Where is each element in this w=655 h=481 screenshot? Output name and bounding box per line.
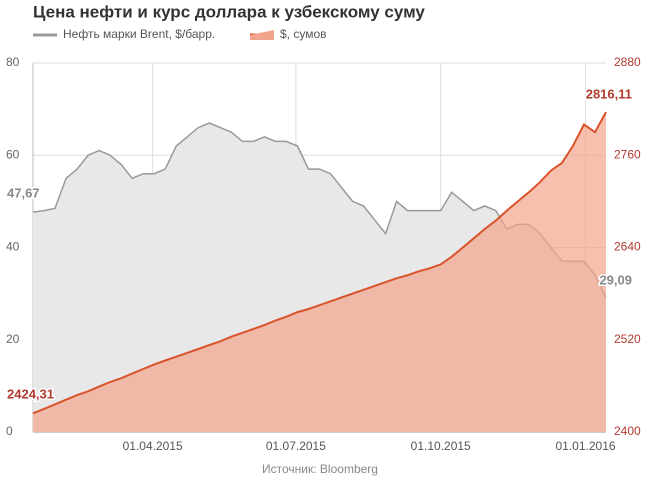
y-tick-label: 20 xyxy=(6,332,20,346)
legend-label: $, сумов xyxy=(280,27,327,41)
area xyxy=(33,112,606,432)
y2-tick-label: 2760 xyxy=(614,147,641,161)
value-label: 2424,31 xyxy=(7,387,54,402)
legend-swatch xyxy=(250,30,274,40)
y-tick-label: 0 xyxy=(6,424,13,438)
y-tick-label: 40 xyxy=(6,240,20,254)
y-tick-label: 80 xyxy=(6,55,20,69)
value-label: 47,67 xyxy=(7,186,40,201)
line xyxy=(32,111,607,415)
y2-tick-label: 2400 xyxy=(614,424,641,438)
y2-tick-label: 2520 xyxy=(614,332,641,346)
value-label: 29,09 xyxy=(599,272,632,287)
chart-title: Цена нефти и курс доллара к узбекскому с… xyxy=(33,2,425,21)
source: Источник: Bloomberg xyxy=(262,462,378,476)
x-tick-label: 01.01.2016 xyxy=(556,439,616,453)
x-tick-label: 01.10.2015 xyxy=(411,439,471,453)
legend-label: Нефть марки Brent, $/барр. xyxy=(63,27,215,41)
y2-tick-label: 2880 xyxy=(614,55,641,69)
y-tick-label: 60 xyxy=(6,147,20,161)
y2-tick-label: 2640 xyxy=(614,240,641,254)
value-label: 2816,11 xyxy=(586,87,632,102)
x-tick-label: 01.07.2015 xyxy=(266,439,326,453)
x-tick-label: 01.04.2015 xyxy=(123,439,183,453)
